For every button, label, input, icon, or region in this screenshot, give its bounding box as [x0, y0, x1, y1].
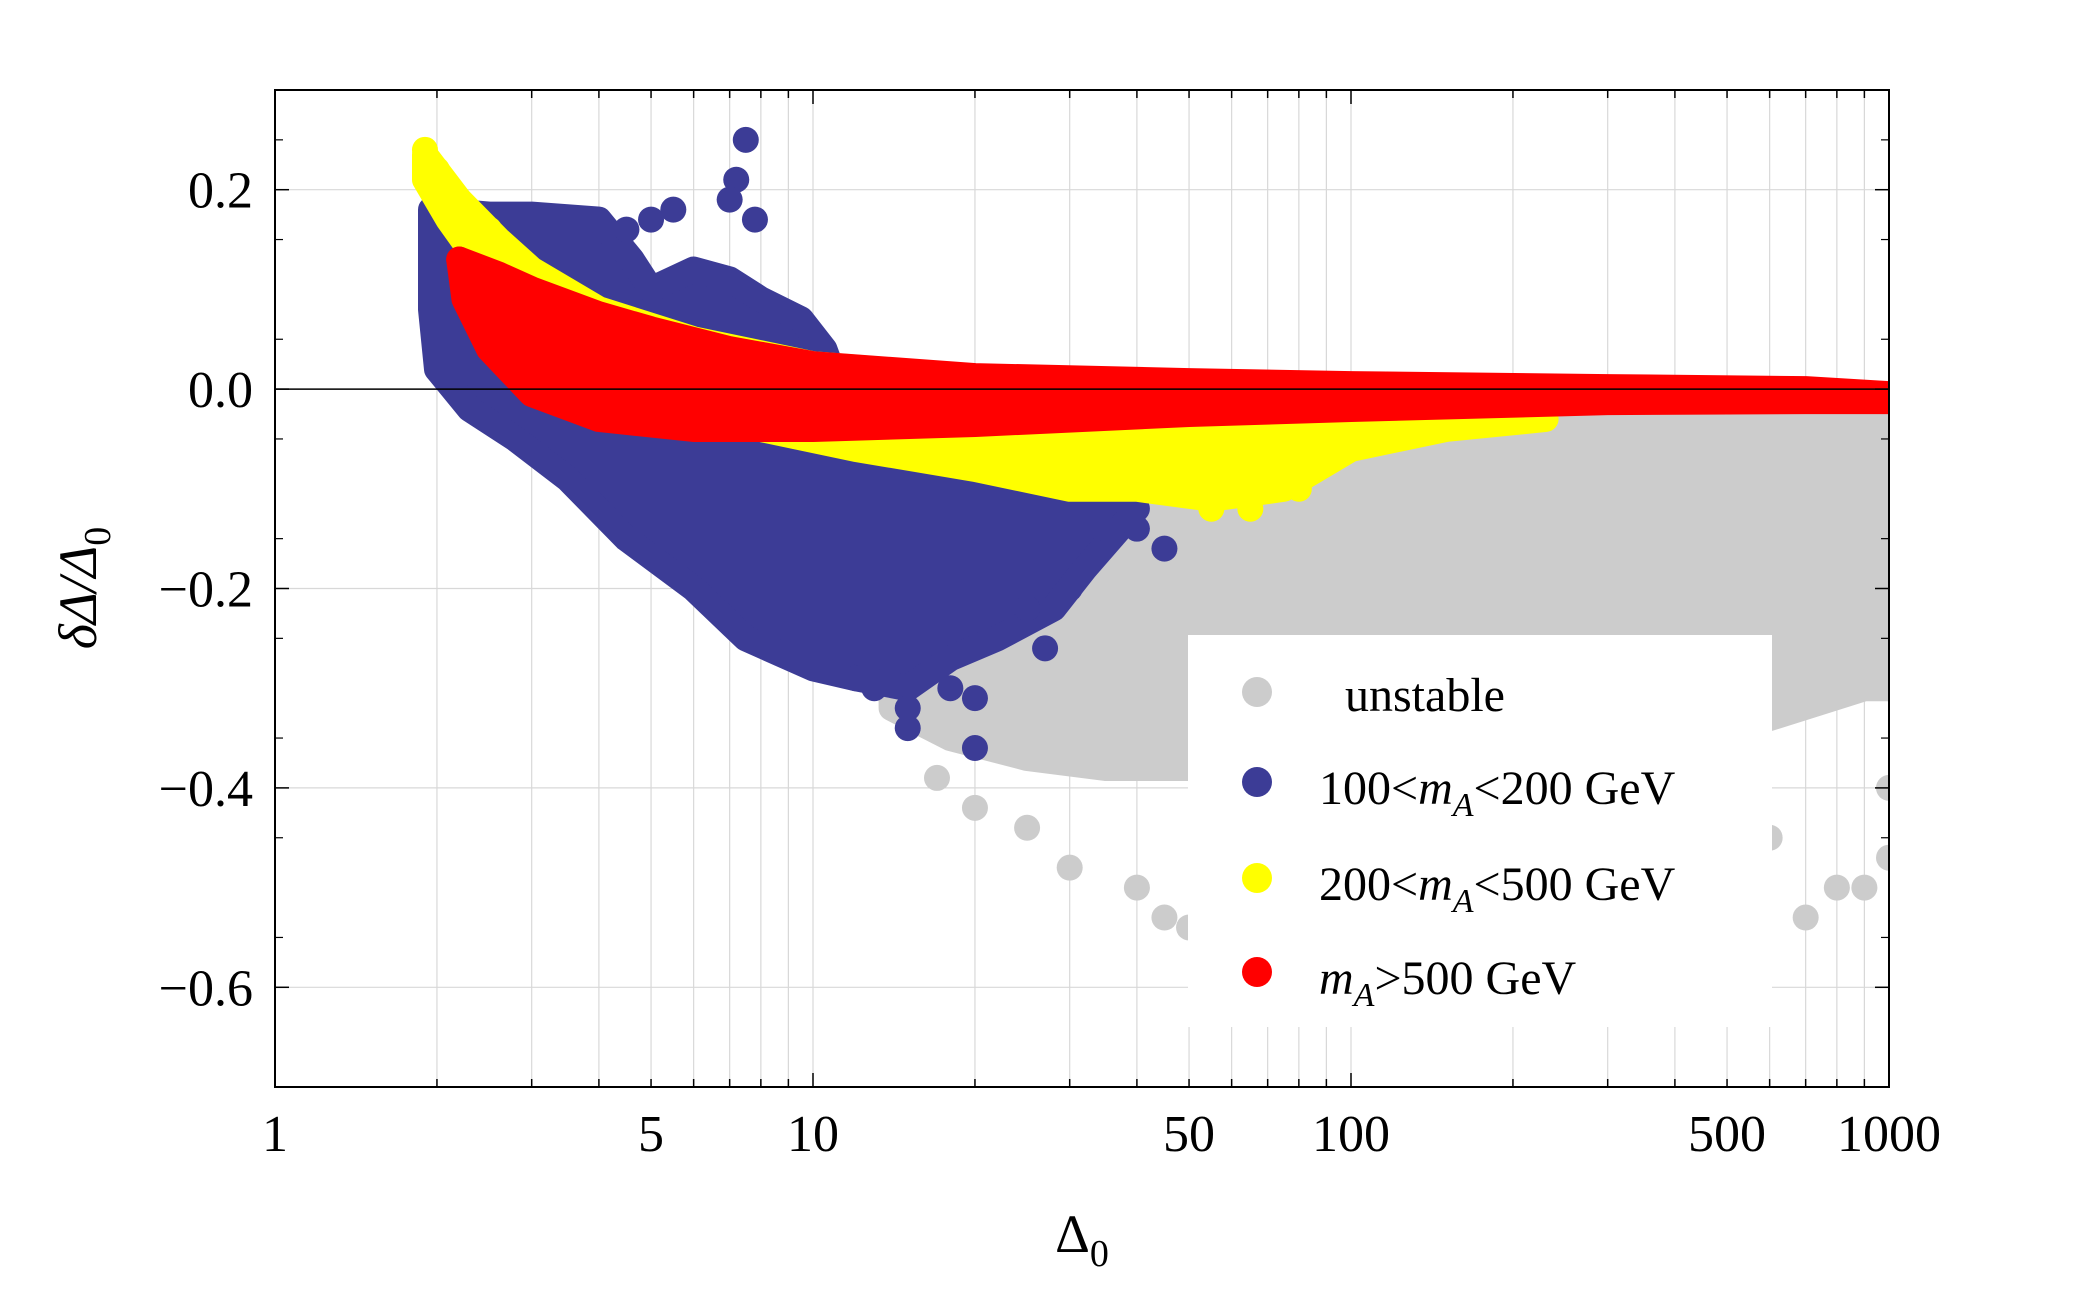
x-tick-label: 5: [638, 1106, 664, 1163]
scatter-point-low: [1056, 575, 1083, 602]
scatter-point-high: [1851, 381, 1878, 408]
x-tick-label: 100: [1312, 1106, 1390, 1163]
y-axis-title-main: δΔ/Δ: [48, 546, 108, 650]
axis-ticks: 1 5 10 50 100 500 1000 0.2 0.0 −0.2 −0.4 −0.6: [159, 90, 1941, 1163]
scatter-point-low: [1032, 635, 1059, 662]
scatter-point-low: [732, 126, 759, 153]
x-tick-label: 10: [787, 1106, 839, 1163]
x-axis-title-main: Δ: [1055, 1204, 1090, 1264]
x-tick-label: 50: [1163, 1106, 1215, 1163]
legend-mid-var: m: [1418, 858, 1453, 911]
scatter-point-low: [1092, 515, 1119, 542]
legend-label-low: 100<mA<200 GeV: [1319, 762, 1676, 824]
legend-low-sub: A: [1451, 787, 1474, 824]
scatter-point-unstable: [1014, 814, 1041, 841]
scatter-point-high: [446, 246, 473, 273]
legend-label-unstable: unstable: [1345, 669, 1505, 722]
scatter-point-mid: [423, 156, 450, 183]
scatter-point-low: [1151, 535, 1178, 562]
scatter-point-unstable: [1123, 874, 1150, 901]
scatter-point-high: [1876, 386, 1889, 413]
legend-marker-high: [1242, 957, 1272, 987]
legend-high-post: >500 GeV: [1374, 952, 1576, 1005]
scatter-point-low: [716, 186, 743, 213]
legend-marker-mid: [1242, 863, 1272, 893]
scatter-point-unstable: [1151, 904, 1178, 931]
scatter-point-unstable: [1876, 844, 1889, 871]
scatter-point-mid: [446, 186, 473, 213]
scatter-point-low: [861, 675, 888, 702]
legend-high-var: m: [1319, 952, 1354, 1005]
legend-marker-unstable: [1242, 677, 1272, 707]
scatter-point-unstable: [1056, 854, 1083, 881]
scatter-point-low: [741, 206, 768, 233]
y-tick-label: 0.0: [188, 362, 253, 419]
scatter-point-low: [1123, 515, 1150, 542]
scatter-point-low: [1014, 595, 1041, 622]
legend-high-sub: A: [1352, 977, 1375, 1014]
y-tick-label: −0.2: [159, 562, 253, 619]
scatter-point-unstable: [1876, 675, 1889, 702]
legend-label-unstable-text: unstable: [1345, 669, 1505, 722]
legend-marker-low: [1242, 767, 1272, 797]
x-axis-title-sub: 0: [1090, 1233, 1109, 1275]
scatter-point-low: [961, 735, 988, 762]
y-axis-title-sub: 0: [77, 527, 119, 546]
svg-text:δΔ/Δ0: δΔ/Δ0: [48, 527, 119, 650]
scatter-point-unstable: [1823, 874, 1850, 901]
scatter-point-mid: [411, 136, 438, 163]
x-tick-label: 1: [262, 1106, 288, 1163]
y-axis-title: δΔ/Δ0: [48, 527, 119, 650]
scatter-point-high: [466, 256, 493, 283]
scatter-point-unstable: [961, 794, 988, 821]
scatter-point-low: [638, 206, 665, 233]
legend-mid-sub: A: [1451, 883, 1474, 920]
y-tick-label: −0.6: [159, 960, 253, 1017]
scatter-point-low: [961, 685, 988, 712]
scatter-point-low: [723, 166, 750, 193]
scatter-point-mid: [1285, 475, 1312, 502]
scatter-point-unstable: [923, 764, 950, 791]
legend-mid-pre: 200<: [1319, 858, 1418, 911]
svg-text:Δ0: Δ0: [1055, 1204, 1109, 1275]
scatter-point-low: [894, 715, 921, 742]
scatter-point-mid: [1237, 495, 1264, 522]
legend-low-pre: 100<: [1319, 762, 1418, 815]
x-tick-label: 500: [1688, 1106, 1766, 1163]
y-tick-label: 0.2: [188, 163, 253, 220]
x-axis-title: Δ0: [1055, 1204, 1109, 1275]
x-tick-label: 1000: [1837, 1106, 1941, 1163]
scatter-point-low: [937, 675, 964, 702]
scatter-point-low: [613, 216, 640, 243]
legend: unstable 100<mA<200 GeV 200<mA<500 GeV m…: [1188, 635, 1772, 1027]
legend-low-var: m: [1418, 762, 1453, 815]
scatter-point-low: [660, 196, 687, 223]
scatter-point-unstable: [1851, 874, 1878, 901]
legend-low-post: <200 GeV: [1474, 762, 1676, 815]
y-tick-label: −0.4: [159, 761, 253, 818]
legend-box: [1188, 635, 1772, 1027]
legend-label-mid: 200<mA<500 GeV: [1319, 858, 1676, 920]
high-region: [446, 246, 1889, 442]
scatter-point-mid: [476, 216, 503, 243]
legend-mid-post: <500 GeV: [1474, 858, 1676, 911]
scatter-point-low: [894, 695, 921, 722]
scatter-point-unstable: [1792, 904, 1819, 931]
legend-label-high: mA>500 GeV: [1319, 952, 1576, 1014]
scatter-point-mid: [1198, 495, 1225, 522]
